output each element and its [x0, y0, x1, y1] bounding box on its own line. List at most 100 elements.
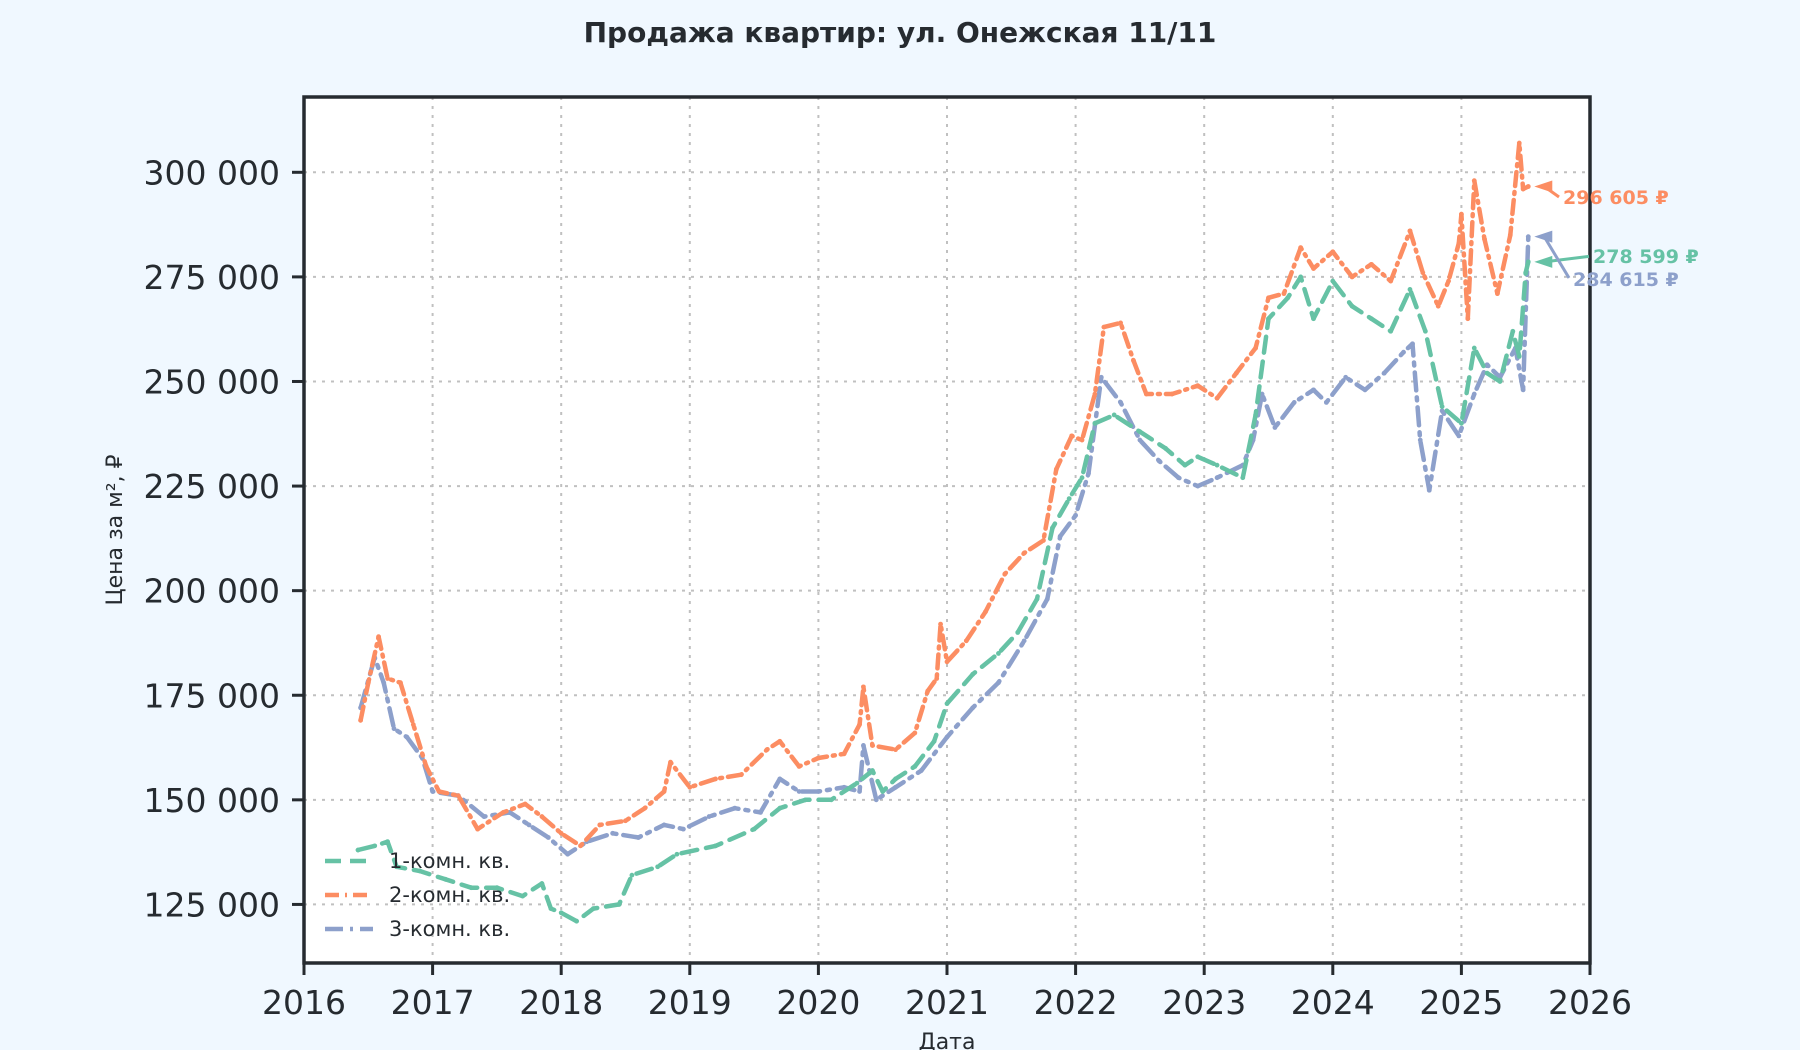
data-point: [500, 809, 506, 815]
data-point: [1156, 458, 1162, 464]
data-point: [861, 684, 866, 690]
legend: 1-комн. кв. 2-комн. кв. 3-комн. кв.: [325, 849, 510, 941]
data-point: [1471, 391, 1477, 397]
data-point: [1523, 270, 1529, 276]
data-point: [394, 864, 399, 870]
data-point: [443, 876, 448, 882]
y-tick-label: 200 000: [144, 572, 280, 611]
data-point: [1050, 525, 1055, 531]
data-point: [1021, 550, 1027, 556]
data-point: [455, 793, 461, 799]
data-point: [539, 881, 545, 886]
end-arrow-head: [1534, 255, 1553, 268]
data-point: [1465, 316, 1471, 322]
data-point: [1053, 466, 1059, 472]
data-point: [1525, 184, 1531, 189]
data-point: [870, 743, 875, 748]
data-point: [880, 789, 886, 794]
data-point: [841, 751, 847, 757]
data-point: [1281, 291, 1287, 297]
data-point: [1176, 475, 1181, 481]
end-value-label: 284 615 ₽: [1573, 269, 1679, 291]
data-point: [520, 893, 526, 899]
data-point: [1422, 328, 1428, 334]
data-point: [1057, 533, 1063, 539]
data-point: [944, 659, 950, 665]
data-point: [944, 734, 950, 740]
data-point: [423, 763, 429, 769]
data-point: [1497, 379, 1503, 384]
data-point: [1439, 408, 1445, 414]
data-point: [1381, 370, 1387, 376]
data-point: [1459, 211, 1464, 217]
data-point: [526, 822, 532, 828]
data-point: [1484, 362, 1490, 368]
end-arrow-head: [1534, 180, 1553, 193]
data-point: [983, 609, 988, 614]
data-point: [870, 768, 875, 773]
data-point: [1195, 454, 1201, 460]
data-point: [816, 789, 821, 794]
grid-lines: [304, 97, 1590, 963]
data-point: [1266, 316, 1271, 322]
data-point: [873, 797, 879, 803]
data-point: [1456, 241, 1462, 246]
data-point: [931, 738, 937, 744]
data-point: [1420, 270, 1426, 276]
data-point: [1169, 391, 1175, 397]
data-point: [1098, 374, 1104, 380]
data-point: [1214, 475, 1220, 481]
data-point: [828, 797, 834, 803]
x-tick-label: 2020: [776, 983, 860, 1022]
y-tick-label: 300 000: [144, 153, 280, 192]
data-point: [1456, 433, 1462, 439]
data-point: [1131, 358, 1136, 363]
data-point: [597, 822, 603, 828]
data-point: [623, 818, 628, 824]
end-annotations: 278 599 ₽ 296 605 ₽ 284 615 ₽: [1534, 180, 1699, 291]
data-point: [391, 726, 397, 732]
data-point: [777, 776, 783, 782]
data-point: [578, 843, 583, 849]
data-point: [996, 680, 1001, 686]
data-point: [1092, 391, 1098, 397]
data-point: [1195, 383, 1201, 389]
data-point: [1044, 596, 1050, 602]
data-point: [1343, 374, 1349, 380]
data-point: [1034, 596, 1040, 602]
x-tick-label: 2021: [905, 983, 989, 1022]
data-point: [1368, 316, 1374, 322]
data-point: [925, 688, 931, 694]
data-point: [398, 680, 403, 686]
data-point: [629, 872, 635, 878]
data-point: [893, 776, 898, 782]
data-point: [494, 885, 500, 891]
data-point: [738, 772, 744, 778]
data-point: [1482, 236, 1487, 242]
data-point: [1388, 328, 1394, 334]
data-point: [1520, 186, 1526, 192]
x-tick-label: 2017: [391, 983, 475, 1022]
data-point: [1471, 178, 1477, 184]
data-point: [893, 784, 898, 790]
data-point: [1259, 391, 1265, 397]
data-point: [1410, 341, 1415, 347]
data-point: [1015, 630, 1021, 635]
data-point: [996, 651, 1001, 656]
data-point: [590, 906, 596, 912]
data-point: [970, 705, 976, 711]
legend-label: 1-комн. кв.: [389, 849, 510, 873]
y-tick-label: 125 000: [144, 885, 280, 924]
x-tick-label: 2018: [519, 983, 603, 1022]
data-point: [912, 763, 918, 769]
legend-label: 3-комн. кв.: [389, 917, 510, 941]
data-point: [1195, 483, 1201, 489]
data-point: [1362, 387, 1368, 393]
data-point: [436, 789, 442, 794]
data-point: [1495, 291, 1500, 297]
data-point: [1507, 232, 1513, 238]
legend-label: 2-комн. кв.: [389, 883, 510, 907]
data-point: [764, 747, 770, 753]
data-point: [944, 701, 950, 707]
data-point: [1446, 278, 1451, 284]
